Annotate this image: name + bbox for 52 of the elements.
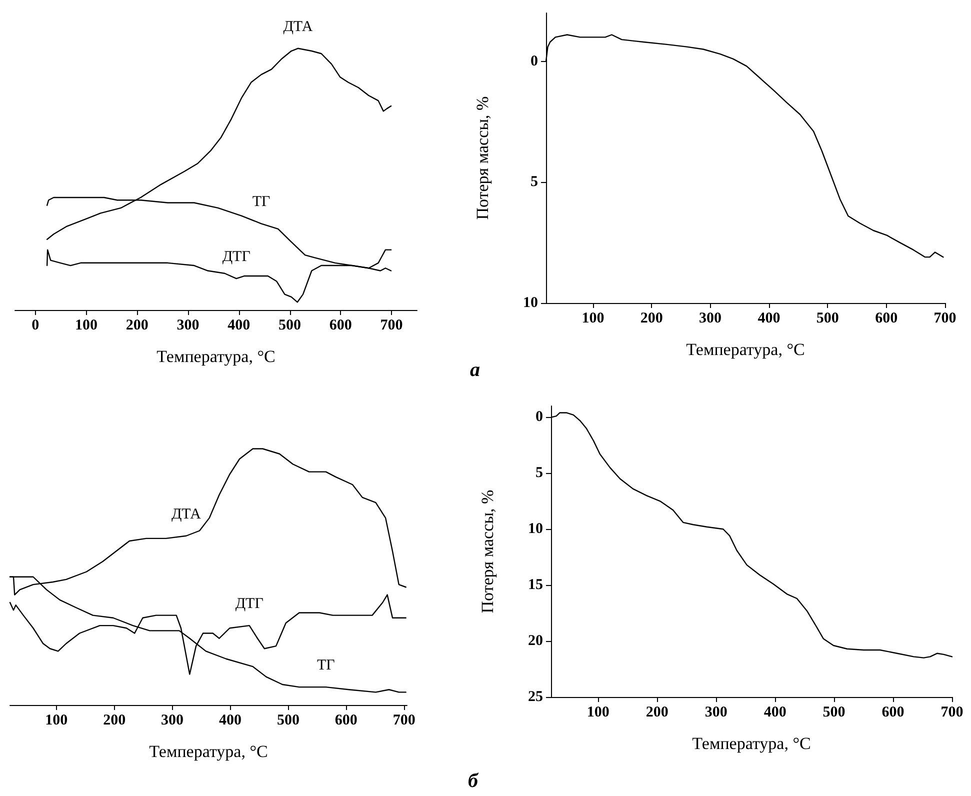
x-tick-label: 600 — [875, 310, 898, 326]
x-tick-label: 500 — [816, 310, 839, 326]
x-tick-label: 400 — [218, 712, 242, 728]
y-tick-label: 5 — [536, 465, 543, 482]
series-label: ДТГ — [222, 249, 251, 266]
y-axis-title: Потеря массы, % — [478, 490, 497, 614]
x-tick-label: 300 — [161, 712, 184, 728]
x-tick-label: 700 — [392, 712, 416, 728]
x-tick-label: 100 — [45, 712, 68, 728]
x-tick-label: 400 — [764, 704, 786, 720]
x-tick-label: 700 — [380, 318, 403, 334]
x-tick-label: 100 — [586, 704, 610, 720]
y-tick-label: 10 — [528, 521, 543, 538]
x-tick-label: 600 — [334, 712, 358, 728]
x-tick-label: 0 — [32, 318, 40, 334]
x-axis-title: Температура, °C — [156, 347, 276, 366]
x-tick-label: 400 — [758, 310, 780, 326]
text: б — [468, 770, 479, 792]
x-tick-label: 600 — [329, 318, 352, 334]
x-axis-title: Температура, °C — [692, 734, 811, 753]
y-tick-label: 0 — [536, 409, 543, 426]
x-tick-label: 200 — [103, 712, 126, 728]
x-tick-label: 200 — [646, 704, 668, 720]
x-tick-label: 500 — [278, 318, 302, 334]
series-label: ТГ — [252, 194, 271, 210]
series-label: ДТА — [283, 18, 313, 35]
x-tick-label: 500 — [822, 704, 846, 720]
x-tick-label: 400 — [228, 318, 250, 334]
y-tick-label: 5 — [530, 174, 538, 190]
x-tick-label: 100 — [582, 310, 604, 326]
x-axis-title: Температура, °C — [149, 742, 268, 761]
text: а — [470, 359, 480, 381]
x-tick-label: 200 — [640, 310, 663, 326]
x-tick-label: 500 — [276, 712, 300, 728]
x-tick-label: 300 — [704, 704, 728, 720]
y-tick-label: 20 — [528, 633, 543, 650]
series-label: ТГ — [316, 658, 336, 674]
x-tick-label: 700 — [934, 310, 956, 326]
y-tick-label: 10 — [523, 295, 538, 311]
x-tick-label: 100 — [74, 318, 98, 334]
x-axis-title: Температура, °C — [686, 340, 805, 359]
series-label: ДТА — [171, 506, 202, 522]
x-tick-label: 200 — [126, 318, 148, 334]
x-tick-label: 300 — [176, 318, 200, 334]
series-label: ДТГ — [235, 596, 264, 612]
y-tick-label: 0 — [530, 53, 538, 70]
y-tick-label: 25 — [528, 689, 543, 705]
y-axis-title: Потеря массы, % — [473, 96, 492, 220]
x-tick-label: 300 — [699, 310, 722, 326]
y-tick-label: 15 — [528, 577, 543, 594]
x-tick-label: 700 — [940, 704, 964, 720]
x-tick-label: 600 — [882, 704, 904, 720]
